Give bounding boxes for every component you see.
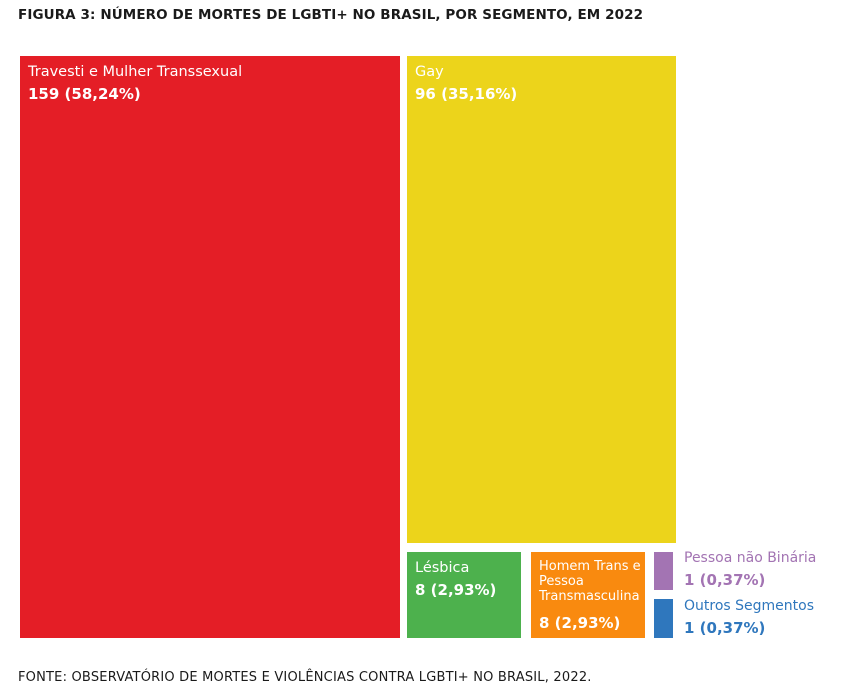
tile-value: 159 (58,24%) bbox=[28, 85, 141, 103]
chart-title: FIGURA 3: NÚMERO DE MORTES DE LGBTI+ NO … bbox=[18, 7, 644, 23]
tile-lesbica: Lésbica 8 (2,93%) bbox=[407, 552, 521, 638]
tile-value: 8 (2,93%) bbox=[539, 614, 621, 632]
tile-label-nao-binaria: Pessoa não Binária bbox=[684, 550, 817, 566]
tile-homem-trans: Homem Trans e Pessoa Transmasculina 8 (2… bbox=[531, 552, 645, 638]
tile-label: Homem Trans e Pessoa Transmasculina bbox=[539, 559, 641, 604]
tile-label: Travesti e Mulher Transsexual bbox=[28, 64, 243, 80]
tile-gay: Gay 96 (35,16%) bbox=[407, 56, 676, 543]
tile-value-outros: 1 (0,37%) bbox=[684, 619, 766, 637]
tile-value-nao-binaria: 1 (0,37%) bbox=[684, 571, 766, 589]
tile-label-outros: Outros Segmentos bbox=[684, 598, 814, 614]
tile-value: 8 (2,93%) bbox=[415, 581, 497, 599]
tile-value: 96 (35,16%) bbox=[415, 85, 518, 103]
chart-source: FONTE: OBSERVATÓRIO DE MORTES E VIOLÊNCI… bbox=[18, 670, 592, 685]
tile-label: Gay bbox=[415, 64, 444, 80]
tile-outros-segmentos bbox=[654, 599, 673, 638]
tile-pessoa-nao-binaria bbox=[654, 552, 673, 590]
tile-travesti-mulher-transsexual: Travesti e Mulher Transsexual 159 (58,24… bbox=[20, 56, 400, 638]
tile-label: Lésbica bbox=[415, 560, 470, 576]
